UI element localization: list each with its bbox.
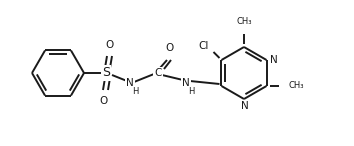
Text: C: C [154, 68, 162, 78]
Text: N: N [126, 78, 134, 88]
Text: Cl: Cl [198, 41, 209, 51]
Text: CH₃: CH₃ [236, 18, 252, 27]
Text: H: H [188, 86, 194, 95]
Text: O: O [105, 40, 113, 50]
Text: N: N [270, 55, 278, 65]
Text: O: O [99, 96, 107, 106]
Text: N: N [241, 101, 249, 111]
Text: O: O [166, 43, 174, 53]
Text: CH₃: CH₃ [289, 81, 304, 91]
Text: S: S [102, 66, 110, 80]
Text: N: N [182, 78, 190, 88]
Text: H: H [132, 86, 138, 95]
